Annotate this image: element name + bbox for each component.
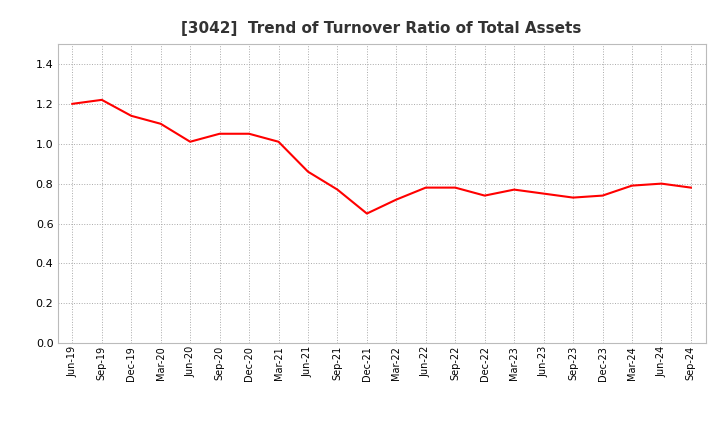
- Title: [3042]  Trend of Turnover Ratio of Total Assets: [3042] Trend of Turnover Ratio of Total …: [181, 21, 582, 36]
